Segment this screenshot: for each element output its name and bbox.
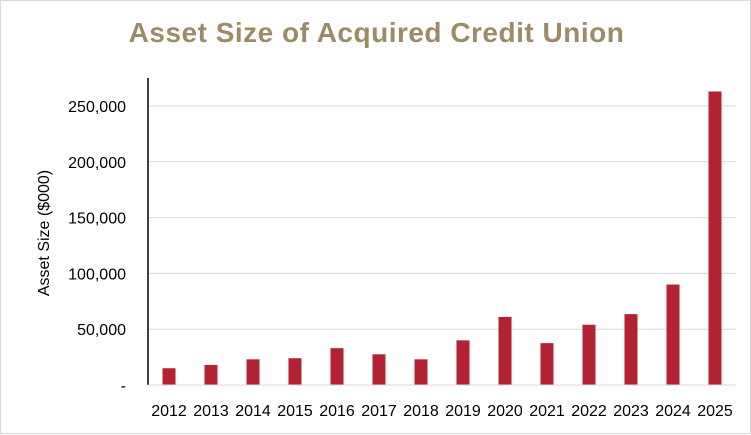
bar-2019	[456, 340, 470, 385]
bar-2025	[708, 91, 722, 385]
x-tick-label: 2022	[571, 403, 607, 420]
y-tick-label: 50,000	[77, 322, 126, 339]
y-tick-labels: - 50,000 100,000 150,000 200,000 250,000	[68, 99, 126, 395]
bar-2020	[498, 316, 512, 385]
x-tick-label: 2013	[193, 403, 229, 420]
x-tick-label: 2017	[361, 403, 397, 420]
bar-2021	[540, 343, 554, 385]
bar-2012	[162, 368, 176, 385]
x-tick-label: 2019	[445, 403, 481, 420]
x-tick-label: 2020	[487, 403, 523, 420]
x-tick-label: 2025	[697, 403, 733, 420]
x-tick-label: 2015	[277, 403, 313, 420]
x-tick-label: 2018	[403, 403, 439, 420]
gridlines	[148, 105, 736, 330]
bar-2016	[330, 348, 344, 385]
x-tick-label: 2012	[151, 403, 187, 420]
bar-2017	[372, 354, 386, 385]
x-tick-label: 2024	[655, 403, 691, 420]
bar-2024	[666, 284, 680, 385]
y-tick-label: -	[121, 378, 126, 395]
y-tick-label: 150,000	[68, 211, 126, 228]
x-tick-label: 2014	[235, 403, 271, 420]
y-tick-label: 200,000	[68, 155, 126, 172]
y-tick-label: 250,000	[68, 99, 126, 116]
bar-2018	[414, 359, 428, 385]
y-tick-label: 100,000	[68, 266, 126, 283]
bar-2013	[204, 364, 218, 385]
x-tick-labels: 2012 2013 2014 2015 2016 2017 2018 2019 2020 2021…	[151, 403, 733, 420]
x-tick-label: 2021	[529, 403, 565, 420]
bar-2014	[246, 359, 260, 385]
bar-2015	[288, 358, 302, 385]
y-axis-title: Asset Size ($000)	[36, 170, 53, 296]
chart-title: Asset Size of Acquired Credit Union	[128, 17, 625, 48]
x-tick-label: 2023	[613, 403, 649, 420]
bars	[162, 91, 722, 385]
bar-2022	[582, 324, 596, 385]
x-tick-label: 2016	[319, 403, 355, 420]
axes	[147, 78, 736, 386]
bar-2023	[624, 314, 638, 385]
